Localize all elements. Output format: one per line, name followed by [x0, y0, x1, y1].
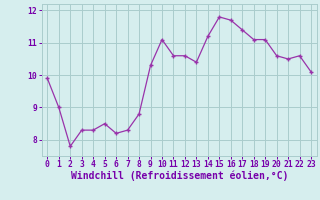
X-axis label: Windchill (Refroidissement éolien,°C): Windchill (Refroidissement éolien,°C) — [70, 171, 288, 181]
